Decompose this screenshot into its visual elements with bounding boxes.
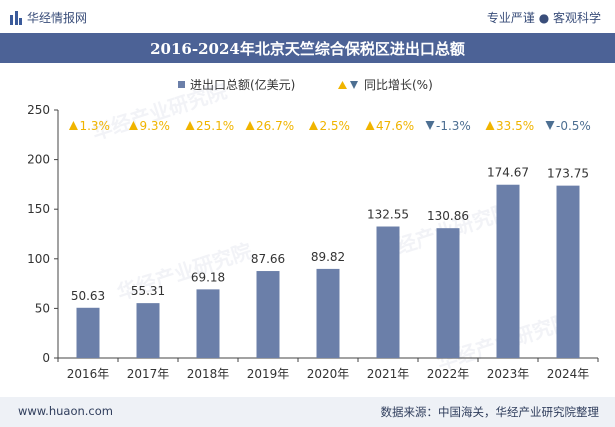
- data-label: 130.86: [427, 209, 469, 223]
- site-url[interactable]: www.huaon.com: [18, 404, 113, 418]
- bar: [376, 226, 400, 358]
- footer: www.huaon.com 数据来源：中国海关，华经产业研究院整理: [0, 397, 615, 427]
- x-tick-label: 2022年: [427, 367, 470, 381]
- growth-label: 1.3%: [79, 119, 110, 133]
- x-tick-label: 2021年: [367, 367, 410, 381]
- legend-growth-label: 同比增长(%): [364, 78, 433, 92]
- growth-label: 25.1%: [196, 119, 234, 133]
- growth-label: -1.3%: [436, 119, 471, 133]
- title-bar: 2016-2024年北京天竺综合保税区进出口总额: [0, 33, 615, 63]
- bar: [556, 185, 580, 358]
- chart-title: 2016-2024年北京天竺综合保税区进出口总额: [150, 40, 465, 58]
- data-label: 174.67: [487, 166, 529, 180]
- x-tick-label: 2018年: [187, 367, 230, 381]
- data-label: 173.75: [547, 167, 589, 181]
- data-label: 89.82: [311, 250, 345, 264]
- growth-up-triangle-icon: [308, 121, 318, 130]
- x-tick-label: 2016年: [67, 367, 110, 381]
- tagline: 专业严谨 ● 客观科学: [486, 11, 601, 25]
- growth-down-triangle-icon: [545, 121, 555, 130]
- data-label: 87.66: [251, 252, 285, 266]
- legend-bar-label: 进出口总额(亿美元): [190, 77, 295, 92]
- y-tick-label: 100: [27, 252, 50, 266]
- header: 华经情报网 专业严谨 ● 客观科学: [0, 0, 615, 32]
- y-tick-label: 200: [27, 153, 50, 167]
- bar: [136, 303, 160, 358]
- growth-label: 47.6%: [376, 119, 414, 133]
- y-tick-label: 250: [27, 103, 50, 117]
- growth-up-triangle-icon: [485, 121, 495, 130]
- growth-label: 26.7%: [256, 119, 294, 133]
- x-tick-label: 2017年: [127, 367, 170, 381]
- bar: [256, 271, 280, 358]
- growth-up-triangle-icon: [365, 121, 375, 130]
- growth-label: -0.5%: [556, 119, 591, 133]
- growth-up-triangle-icon: [185, 121, 195, 130]
- legend-bar-swatch: [178, 81, 185, 88]
- legend-down-triangle-icon: [350, 81, 358, 89]
- x-tick-label: 2019年: [247, 367, 290, 381]
- growth-down-triangle-icon: [425, 121, 435, 130]
- y-tick-label: 150: [27, 202, 50, 216]
- y-tick-label: 0: [42, 351, 50, 365]
- growth-label: 9.3%: [139, 119, 170, 133]
- growth-up-triangle-icon: [245, 121, 255, 130]
- x-tick-label: 2023年: [487, 367, 530, 381]
- logo[interactable]: 华经情报网: [10, 9, 87, 26]
- data-label: 69.18: [191, 270, 225, 284]
- brand-name: 华经情报网: [27, 11, 88, 25]
- data-label: 55.31: [131, 284, 165, 298]
- data-label: 132.55: [367, 208, 409, 222]
- legend: 进出口总额(亿美元) 同比增长(%): [178, 77, 433, 92]
- data-source: 数据来源：中国海关，华经产业研究院整理: [380, 405, 600, 419]
- bar: [196, 289, 220, 358]
- growth-label: 2.5%: [319, 119, 350, 133]
- bars: 50.63 2016年 1.3% 55.31 2017年 9.3% 69.18 2018年 25…: [67, 119, 591, 381]
- data-label: 50.63: [71, 289, 105, 303]
- logo-bars-icon: [10, 10, 22, 25]
- legend-up-triangle-icon: [338, 81, 347, 89]
- x-tick-label: 2020年: [307, 367, 350, 381]
- y-tick-label: 50: [35, 301, 50, 315]
- growth-label: 33.5%: [496, 119, 534, 133]
- bar: [316, 268, 340, 358]
- x-tick-label: 2024年: [547, 367, 590, 381]
- bar: [76, 307, 100, 358]
- growth-up-triangle-icon: [68, 121, 78, 130]
- bar: [496, 184, 520, 358]
- bar: [436, 228, 460, 358]
- growth-up-triangle-icon: [128, 121, 138, 130]
- watermark-text: 华经产业研究院: [89, 79, 230, 145]
